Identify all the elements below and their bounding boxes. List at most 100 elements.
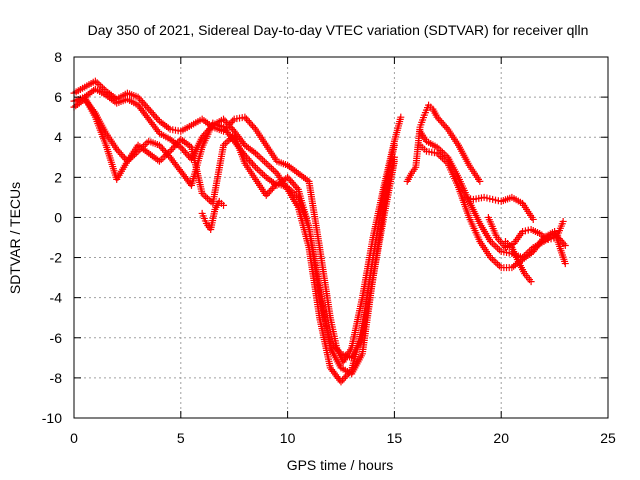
data-point-interp xyxy=(172,140,180,148)
data-point xyxy=(241,113,249,121)
data-point-interp xyxy=(266,163,274,171)
data-point-interp xyxy=(158,145,166,153)
data-point-interp xyxy=(149,110,157,118)
data-point-interp xyxy=(250,162,258,170)
data-point-interp xyxy=(293,184,301,192)
data-point-interp xyxy=(114,147,122,155)
data-point-interp xyxy=(288,178,296,186)
data-point-interp xyxy=(244,117,252,125)
data-point-interp xyxy=(259,156,267,164)
data-point xyxy=(177,143,185,151)
data-point-interp xyxy=(148,109,156,117)
data-point-interp xyxy=(154,115,162,123)
data-point-interp xyxy=(226,122,234,130)
data-point-interp xyxy=(334,346,342,354)
data-point-interp xyxy=(205,196,213,204)
data-point-interp xyxy=(339,376,347,384)
data-point-interp xyxy=(139,98,147,106)
chart-title: Day 350 of 2021, Sidereal Day-to-day VTE… xyxy=(88,22,589,38)
data-point xyxy=(220,201,228,209)
data-point-interp xyxy=(157,156,165,164)
data-point xyxy=(252,163,260,171)
data-point-interp xyxy=(331,343,339,351)
data-point-interp xyxy=(436,117,444,125)
data-marks xyxy=(70,77,569,386)
data-point-interp xyxy=(221,117,229,125)
data-point xyxy=(155,141,163,149)
data-point-interp xyxy=(260,158,268,166)
data-point-interp xyxy=(265,188,273,196)
data-point xyxy=(561,260,569,268)
data-point xyxy=(529,215,537,223)
data-point xyxy=(262,159,270,167)
data-point-interp xyxy=(245,156,253,164)
series-track-4 xyxy=(81,93,398,362)
data-point-interp xyxy=(242,115,250,123)
data-point-interp xyxy=(160,146,168,154)
data-point xyxy=(390,157,398,165)
data-point-interp xyxy=(168,146,176,154)
data-point-interp xyxy=(270,183,278,191)
data-point xyxy=(561,242,569,250)
data-point-interp xyxy=(340,374,348,382)
axis-ticks xyxy=(73,56,609,419)
data-point-interp xyxy=(267,186,275,194)
data-point-interp xyxy=(257,168,265,176)
data-point-interp xyxy=(142,102,150,110)
data-point-interp xyxy=(223,119,231,127)
data-point-interp xyxy=(249,160,257,168)
data-point-interp xyxy=(151,112,159,120)
series-track-5 xyxy=(198,197,228,233)
data-point-interp xyxy=(245,118,253,126)
data-point-interp xyxy=(229,117,237,125)
series-track-8 xyxy=(416,141,569,272)
data-point-interp xyxy=(93,79,101,87)
data-point xyxy=(390,141,398,149)
data-point xyxy=(166,147,174,155)
data-point-interp xyxy=(146,107,154,115)
data-point-interp xyxy=(268,164,276,172)
data-point-interp xyxy=(169,144,177,152)
data-point-interp xyxy=(342,373,350,381)
data-point-interp xyxy=(119,152,127,160)
x-tick-label: 5 xyxy=(177,430,185,446)
data-point xyxy=(220,115,228,123)
series-track-6 xyxy=(403,101,484,185)
y-tick-label: -8 xyxy=(50,370,63,386)
series-track-2 xyxy=(70,85,398,386)
data-point-interp xyxy=(116,149,124,157)
data-point-interp xyxy=(178,145,186,153)
data-point-interp xyxy=(247,120,255,128)
data-point-interp xyxy=(264,161,272,169)
data-point-interp xyxy=(328,340,336,348)
data-point-interp xyxy=(494,260,502,268)
data-point xyxy=(476,177,484,185)
y-tick-label: 6 xyxy=(54,89,62,105)
data-point-interp xyxy=(287,177,295,185)
x-axis-label: GPS time / hours xyxy=(287,457,394,473)
data-point-interp xyxy=(329,341,337,349)
data-point-interp xyxy=(259,170,267,178)
y-tick-label: -6 xyxy=(50,330,63,346)
data-point-interp xyxy=(291,182,299,190)
data-point xyxy=(145,105,153,113)
data-point-interp xyxy=(224,120,232,128)
data-point xyxy=(337,378,345,386)
x-tick-label: 10 xyxy=(280,430,296,446)
data-point-interp xyxy=(171,142,179,150)
data-point-interp xyxy=(202,193,210,201)
x-tick-label: 0 xyxy=(70,430,78,446)
x-tick-label: 20 xyxy=(493,430,509,446)
data-point-interp xyxy=(435,115,443,123)
data-point xyxy=(134,93,142,101)
data-point xyxy=(559,217,567,225)
data-point-interp xyxy=(264,190,272,198)
data-point-interp xyxy=(492,243,500,251)
data-point xyxy=(527,278,535,286)
data-point-interp xyxy=(140,100,148,108)
plot-frame xyxy=(73,56,609,419)
data-point-interp xyxy=(490,241,498,249)
data-point-interp xyxy=(174,139,182,147)
data-point xyxy=(113,145,121,153)
